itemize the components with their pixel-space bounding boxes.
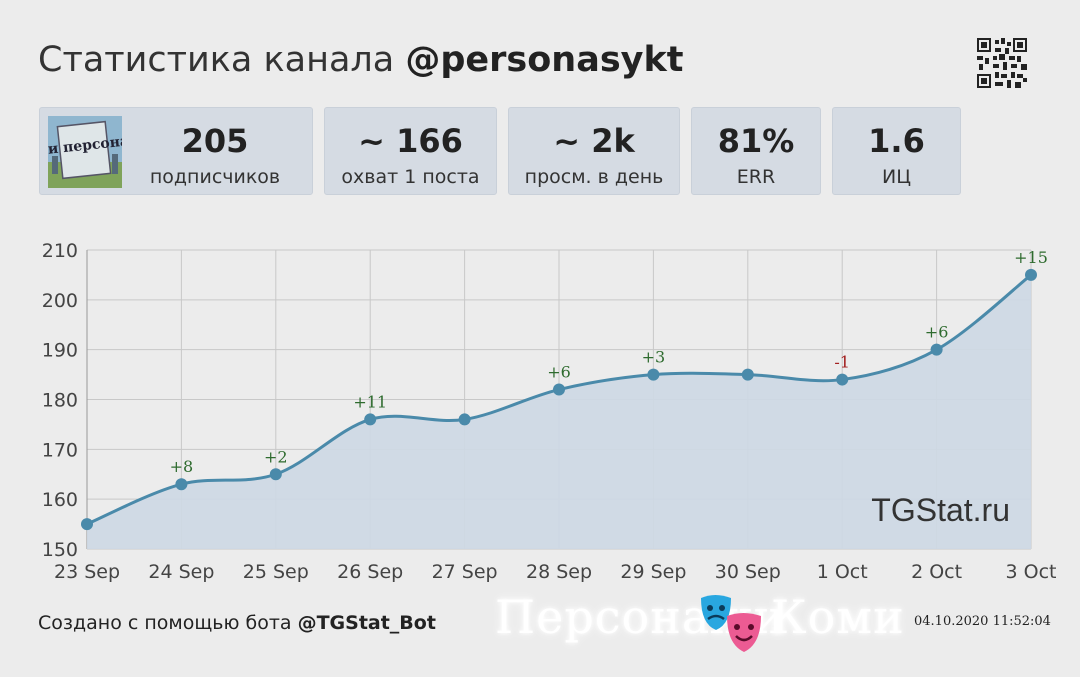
stat-card-reach: ~ 166 охват 1 поста	[324, 107, 497, 195]
stat-label: ИЦ	[882, 166, 911, 188]
data-label: +3	[642, 348, 666, 367]
brand-word-right: Коми	[771, 590, 905, 644]
x-tick-label: 26 Sep	[337, 561, 403, 583]
stat-card-ci: 1.6 ИЦ	[832, 107, 961, 195]
y-tick-label: 210	[42, 240, 78, 262]
stat-value: 81%	[717, 122, 795, 160]
x-tick-label: 25 Sep	[243, 561, 309, 583]
x-tick-label: 29 Sep	[620, 561, 686, 583]
y-tick-label: 150	[42, 539, 78, 561]
stat-label: охват 1 поста	[341, 166, 480, 188]
x-tick-label: 3 Oct	[1006, 561, 1057, 583]
x-tick-label: 27 Sep	[432, 561, 498, 583]
data-label: +11	[353, 392, 387, 411]
data-label: +6	[547, 363, 571, 382]
data-point[interactable]	[364, 413, 377, 426]
x-tick-label: 28 Sep	[526, 561, 592, 583]
x-tick-label: 24 Sep	[148, 561, 214, 583]
stat-card-subscribers: Коми персонажи 205 подписчиков	[39, 107, 313, 195]
stat-value: ~ 166	[358, 122, 463, 160]
data-point[interactable]	[741, 368, 754, 381]
stat-value: ~ 2k	[553, 122, 635, 160]
stat-card-err: 81% ERR	[691, 107, 821, 195]
stat-label: подписчиков	[149, 166, 281, 188]
y-tick-label: 190	[42, 340, 78, 362]
x-tick-label: 30 Sep	[715, 561, 781, 583]
channel-avatar[interactable]: Коми персонажи	[48, 116, 122, 188]
data-label: +8	[170, 457, 194, 476]
timestamp: 04.10.2020 11:52:04	[914, 614, 1051, 629]
qr-code-icon[interactable]	[977, 38, 1027, 88]
data-point[interactable]	[81, 518, 93, 531]
data-label: +6	[925, 323, 949, 342]
data-label: -1	[834, 353, 850, 372]
data-label: +2	[264, 447, 288, 466]
data-point[interactable]	[930, 343, 943, 356]
data-point[interactable]	[836, 373, 849, 386]
data-point[interactable]	[175, 478, 188, 491]
stat-label: просм. в день	[524, 166, 664, 188]
data-point[interactable]	[647, 368, 660, 381]
subscribers-chart: +8 +2 +11 +6 +3 -1 +6 +15 150 160 170 180 190 200 210…	[42, 240, 1057, 583]
y-tick-label: 160	[42, 489, 78, 511]
stat-value: 1.6	[868, 122, 925, 160]
x-tick-label: 2 Oct	[911, 561, 962, 583]
data-point[interactable]	[1025, 268, 1037, 281]
x-tick-label: 1 Oct	[817, 561, 868, 583]
chart-watermark: TGStat.ru	[871, 492, 1010, 528]
theater-masks-icon	[701, 595, 761, 652]
x-tick-label: 23 Sep	[54, 561, 120, 583]
data-point[interactable]	[553, 383, 565, 396]
stat-value: 205	[181, 122, 249, 160]
footer-prefix: Создано с помощью бота	[38, 612, 298, 634]
y-tick-label: 200	[42, 290, 78, 312]
stat-card-views: ~ 2k просм. в день	[508, 107, 680, 195]
data-point[interactable]	[269, 468, 282, 481]
y-tick-label: 180	[42, 390, 78, 412]
data-point[interactable]	[458, 413, 471, 426]
footer-credit: Создано с помощью бота @TGStat_Bot	[38, 612, 436, 634]
title-prefix: Статистика канала	[38, 40, 406, 80]
bot-link[interactable]: @TGStat_Bot	[297, 612, 436, 634]
chart-area	[87, 274, 1031, 549]
page-title: Статистика канала @personasykt	[38, 40, 684, 80]
data-label: +15	[1014, 248, 1048, 267]
channel-name[interactable]: @personasykt	[405, 40, 684, 80]
y-tick-label: 170	[42, 439, 78, 461]
stat-label: ERR	[736, 166, 776, 188]
